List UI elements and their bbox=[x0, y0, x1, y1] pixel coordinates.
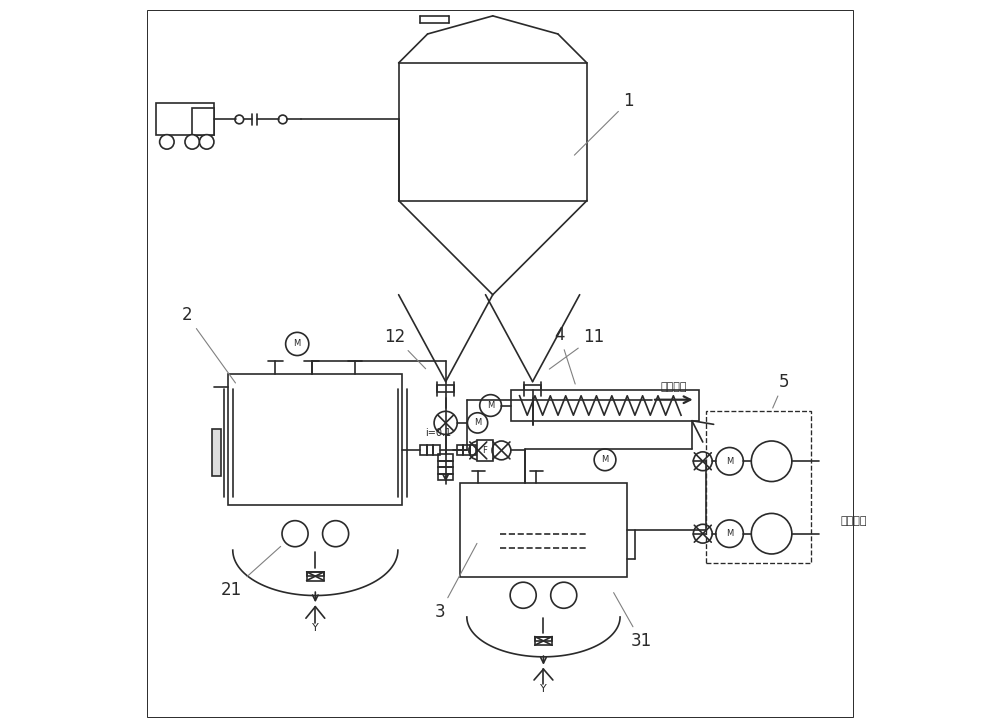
Text: 至反应塔: 至反应塔 bbox=[840, 515, 867, 526]
Text: Y: Y bbox=[540, 684, 547, 694]
Text: M: M bbox=[601, 455, 609, 465]
Bar bbox=[438, 467, 453, 473]
Bar bbox=[433, 446, 440, 456]
Bar bbox=[438, 454, 453, 460]
Text: 21: 21 bbox=[221, 547, 281, 599]
Text: M: M bbox=[487, 401, 494, 410]
Bar bbox=[706, 411, 811, 563]
Text: 5: 5 bbox=[773, 373, 789, 408]
Text: 去反应塔: 去反应塔 bbox=[661, 382, 687, 392]
Bar bbox=[228, 374, 402, 505]
Bar bbox=[438, 460, 453, 467]
Bar bbox=[192, 108, 214, 135]
Text: F: F bbox=[482, 446, 487, 455]
Text: 2: 2 bbox=[181, 306, 235, 383]
Bar bbox=[460, 483, 627, 577]
Bar bbox=[437, 385, 454, 393]
Bar bbox=[212, 429, 221, 475]
Text: 12: 12 bbox=[384, 328, 426, 369]
Bar bbox=[463, 446, 470, 456]
Bar bbox=[307, 572, 324, 577]
Bar bbox=[438, 473, 453, 480]
Bar bbox=[399, 63, 587, 201]
Text: M: M bbox=[726, 457, 733, 466]
Bar bbox=[535, 637, 552, 646]
Bar bbox=[524, 385, 541, 393]
Text: M: M bbox=[294, 340, 301, 348]
Circle shape bbox=[751, 513, 792, 554]
Text: 11: 11 bbox=[549, 328, 605, 369]
Bar bbox=[535, 637, 552, 641]
Bar bbox=[156, 103, 214, 135]
Circle shape bbox=[160, 134, 174, 149]
Text: 1: 1 bbox=[574, 92, 634, 155]
Circle shape bbox=[185, 134, 199, 149]
Text: Y: Y bbox=[312, 623, 319, 633]
Text: M: M bbox=[474, 418, 481, 427]
Text: i=0.1: i=0.1 bbox=[425, 428, 452, 438]
Text: 3: 3 bbox=[435, 543, 477, 621]
Bar bbox=[307, 572, 324, 581]
Bar bbox=[420, 446, 427, 456]
Bar bbox=[427, 446, 433, 456]
Bar bbox=[457, 446, 463, 456]
Text: 31: 31 bbox=[614, 593, 652, 650]
Circle shape bbox=[751, 441, 792, 481]
Text: 4: 4 bbox=[554, 326, 575, 384]
Circle shape bbox=[199, 134, 214, 149]
Bar bbox=[477, 441, 493, 460]
Text: M: M bbox=[726, 529, 733, 538]
Bar bbox=[511, 390, 699, 421]
Bar bbox=[470, 446, 476, 456]
